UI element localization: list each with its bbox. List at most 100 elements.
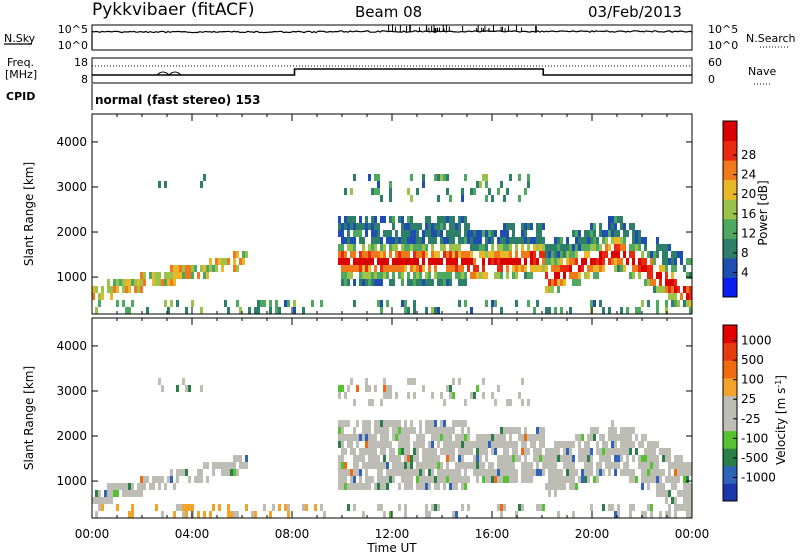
power-cell (341, 223, 344, 230)
power-cell (665, 244, 668, 251)
velocity-cell (623, 469, 626, 476)
velocity-cell (665, 511, 668, 518)
power-cell (509, 251, 512, 258)
power-cbar-swatch (723, 199, 737, 220)
power-cell (389, 195, 392, 202)
velocity-cell (341, 434, 344, 441)
power-cell (431, 307, 434, 314)
power-cell (494, 251, 497, 258)
freq-left-tick-bottom: 8 (81, 73, 88, 86)
velocity-cell (221, 462, 224, 469)
power-cell (359, 223, 362, 230)
velocity-cell (587, 455, 590, 462)
velocity-cell (620, 427, 623, 434)
power-cell (443, 251, 446, 258)
velocity-cell (680, 455, 683, 462)
power-cell (410, 258, 413, 265)
power-cell (596, 258, 599, 265)
velocity-cell (347, 420, 350, 427)
velocity-cell (458, 462, 461, 469)
velocity-cell (173, 483, 176, 490)
velocity-cell (368, 441, 371, 448)
velocity-cell (428, 427, 431, 434)
power-cell (413, 251, 416, 258)
velocity-cell (602, 434, 605, 441)
velocity-cell (674, 462, 677, 469)
power-cell (302, 307, 305, 314)
velocity-cell (683, 469, 686, 476)
velocity-cell (587, 434, 590, 441)
power-cell (446, 258, 449, 265)
velocity-cell (626, 448, 629, 455)
velocity-cell (107, 483, 110, 490)
date-title: 03/Feb/2013 (588, 3, 682, 21)
velocity-cell (656, 455, 659, 462)
power-cell (659, 272, 662, 279)
power-cell (632, 237, 635, 244)
velocity-cell (383, 378, 386, 385)
power-cell (527, 300, 530, 307)
velocity-cell (218, 504, 221, 511)
velocity-cell (593, 434, 596, 441)
power-cell (368, 223, 371, 230)
velocity-cell (686, 497, 689, 504)
power-cell (353, 237, 356, 244)
power-cell (638, 258, 641, 265)
power-cell (515, 237, 518, 244)
velocity-cell (464, 399, 467, 406)
velocity-cell (440, 420, 443, 427)
power-cell (437, 279, 440, 286)
velocity-cell (602, 441, 605, 448)
velocity-cell (674, 511, 677, 518)
velocity-cell (224, 469, 227, 476)
velocity-cell (518, 427, 521, 434)
power-cell (572, 279, 575, 286)
power-cell (668, 286, 671, 293)
velocity-cell (455, 476, 458, 483)
power-cell (599, 265, 602, 272)
power-cell (599, 223, 602, 230)
power-cell (617, 230, 620, 237)
power-cell (395, 258, 398, 265)
velocity-cell (614, 511, 617, 518)
velocity-cell (356, 434, 359, 441)
velocity-cell (413, 448, 416, 455)
velocity-cell (362, 448, 365, 455)
power-cell (92, 286, 95, 293)
power-cell (140, 286, 143, 293)
xtick-label: 12:00 (375, 527, 410, 541)
velocity-cell (428, 476, 431, 483)
velocity-cell (341, 483, 344, 490)
velocity-cell (437, 441, 440, 448)
power-cell (536, 223, 539, 230)
power-cell (641, 258, 644, 265)
velocity-cell (365, 476, 368, 483)
velocity-cell (581, 455, 584, 462)
power-cell (659, 244, 662, 251)
velocity-cell (176, 504, 179, 511)
velocity-cell (506, 399, 509, 406)
velocity-cell (482, 476, 485, 483)
power-cbar-tick-label: 8 (741, 246, 749, 260)
power-cbar-label: Power [dB] (756, 180, 770, 245)
power-cell (452, 237, 455, 244)
power-cell (434, 223, 437, 230)
velocity-cell (644, 469, 647, 476)
velocity-cell (410, 483, 413, 490)
power-cell (455, 244, 458, 251)
velocity-cell (464, 476, 467, 483)
velocity-cell (344, 448, 347, 455)
velocity-cell (356, 441, 359, 448)
power-cell (404, 244, 407, 251)
velocity-cell (452, 448, 455, 455)
power-cell (353, 216, 356, 223)
power-cell (401, 237, 404, 244)
velocity-cell (422, 469, 425, 476)
velocity-cell (674, 455, 677, 462)
velocity-cell (344, 420, 347, 427)
velocity-cell (365, 483, 368, 490)
power-cell (620, 244, 623, 251)
velocity-cell (437, 427, 440, 434)
velocity-cell (584, 441, 587, 448)
power-cell (554, 237, 557, 244)
